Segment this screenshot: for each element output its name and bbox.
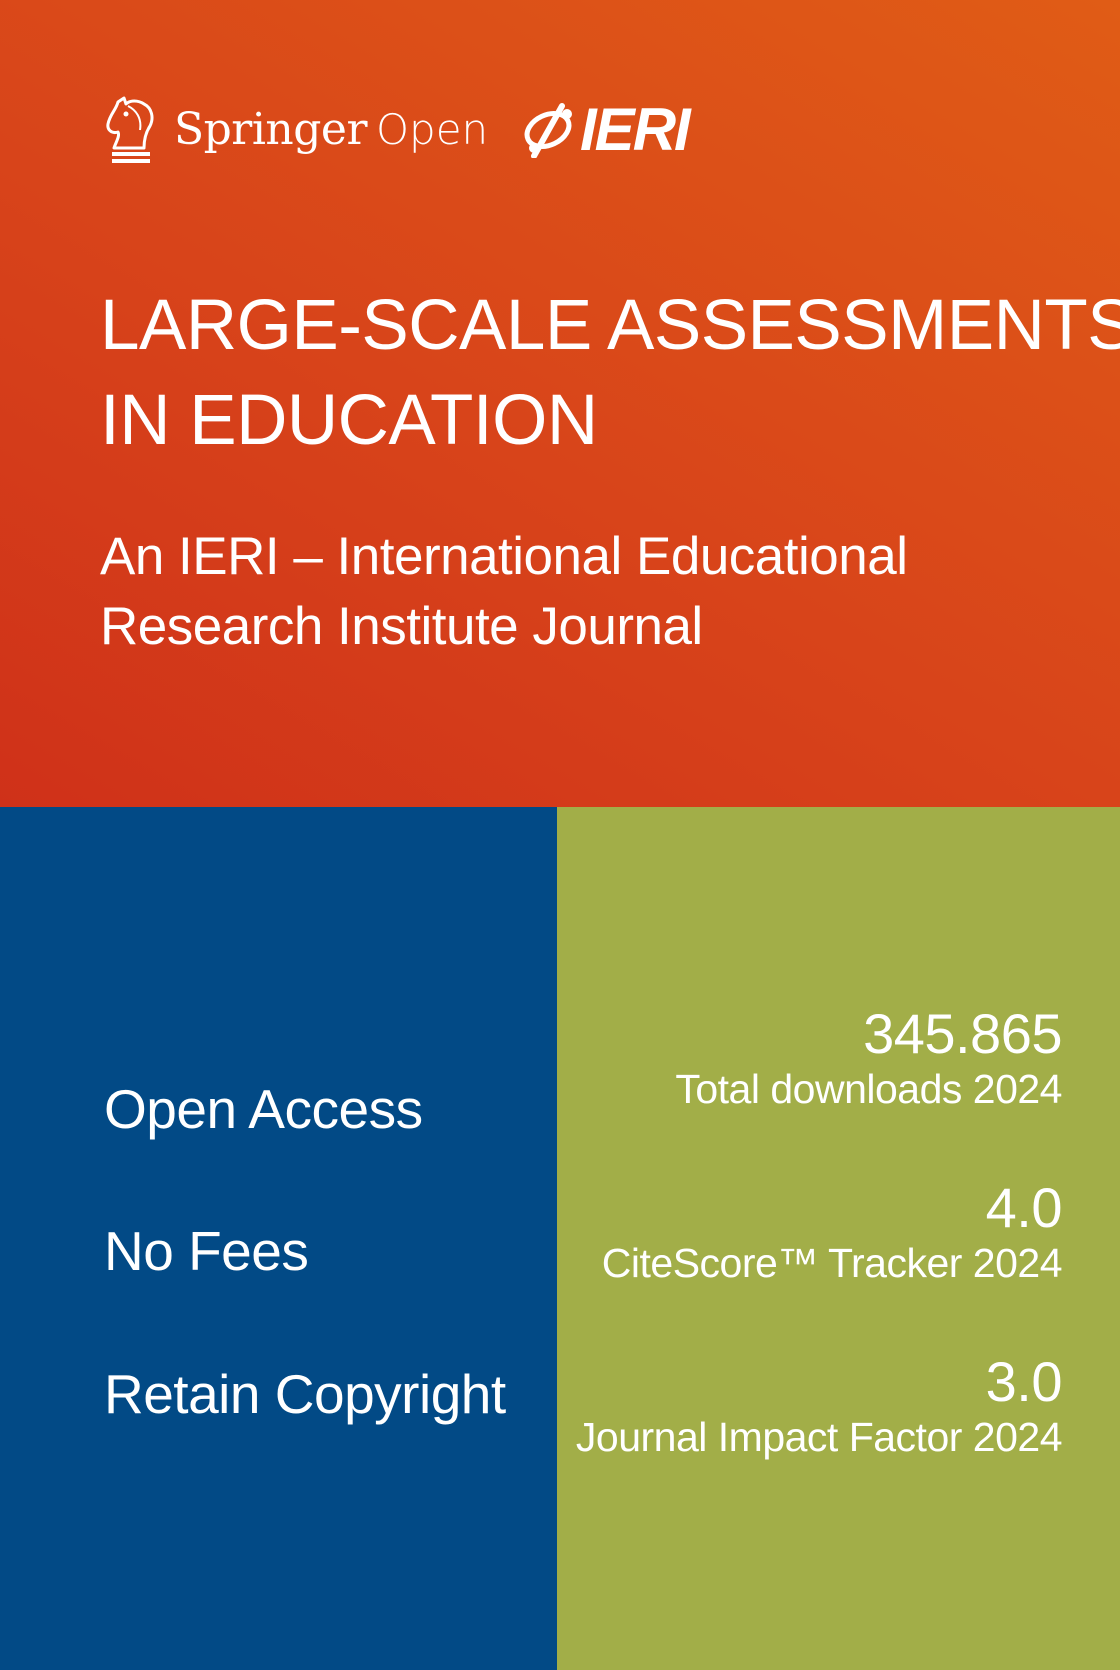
- metric-value: 345.865: [863, 1002, 1062, 1065]
- springer-wordmark: Springer: [174, 104, 368, 155]
- feature-no-fees: No Fees: [104, 1220, 309, 1282]
- journal-title-line: LARGE-SCALE ASSESSMENTS: [100, 286, 1120, 365]
- journal-title: LARGE-SCALE ASSESSMENTS IN EDUCATION: [100, 278, 1120, 468]
- feature-retain-copyright: Retain Copyright: [104, 1363, 506, 1425]
- springer-open-logo: Springer Open: [104, 94, 488, 166]
- header-panel: Springer Open IERI LARGE-SCALE ASSESSMEN…: [0, 0, 1120, 807]
- metric-label: Journal Impact Factor 2024: [575, 1414, 1063, 1460]
- metric-value: 4.0: [985, 1176, 1063, 1239]
- metric-label: CiteScore™ Tracker 2024: [601, 1240, 1063, 1286]
- features-panel: Open Access No Fees Retain Copyright: [0, 807, 557, 1670]
- open-wordmark: Open: [376, 105, 489, 154]
- metrics-panel: 345.865 Total downloads 2024 4.0 CiteSco…: [557, 807, 1120, 1670]
- metric-value: 3.0: [985, 1350, 1063, 1413]
- knight-horse-icon: [106, 96, 154, 163]
- journal-title-line: IN EDUCATION: [100, 381, 598, 460]
- ieri-emblem-icon: [524, 103, 572, 158]
- feature-open-access: Open Access: [104, 1078, 423, 1140]
- metric-citescore: 4.0 CiteScore™ Tracker 2024: [601, 1176, 1063, 1287]
- metric-label: Total downloads 2024: [675, 1066, 1062, 1112]
- journal-subtitle: An IERI – International Educational Rese…: [100, 522, 1000, 662]
- journal-subtitle-line: Research Institute Journal: [100, 597, 703, 656]
- journal-subtitle-line: An IERI – International Educational: [100, 527, 908, 586]
- publisher-logos: Springer Open IERI: [104, 94, 804, 166]
- ieri-wordmark: IERI: [580, 96, 691, 163]
- metric-impact-factor: 3.0 Journal Impact Factor 2024: [575, 1350, 1063, 1461]
- metric-downloads: 345.865 Total downloads 2024: [675, 1003, 1062, 1113]
- ieri-logo: IERI: [522, 96, 691, 163]
